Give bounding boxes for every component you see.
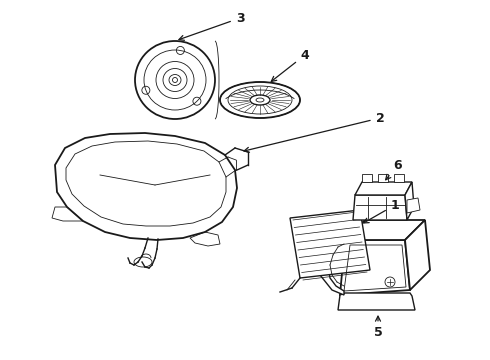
- Ellipse shape: [172, 77, 177, 82]
- Text: 6: 6: [386, 158, 402, 180]
- Ellipse shape: [135, 41, 215, 119]
- Polygon shape: [55, 133, 237, 240]
- Text: 4: 4: [271, 49, 309, 81]
- Polygon shape: [318, 236, 345, 295]
- Text: 3: 3: [179, 12, 245, 40]
- Polygon shape: [362, 174, 372, 182]
- Polygon shape: [355, 182, 412, 195]
- Polygon shape: [290, 210, 370, 278]
- Polygon shape: [378, 174, 388, 182]
- Text: 1: 1: [364, 198, 399, 223]
- Ellipse shape: [256, 98, 264, 102]
- Polygon shape: [394, 174, 404, 182]
- Polygon shape: [338, 293, 415, 310]
- Polygon shape: [405, 182, 414, 220]
- Polygon shape: [66, 141, 226, 226]
- Polygon shape: [345, 220, 425, 240]
- Polygon shape: [340, 240, 410, 295]
- Polygon shape: [407, 198, 420, 213]
- Polygon shape: [353, 195, 407, 220]
- Text: 5: 5: [373, 316, 382, 339]
- Polygon shape: [405, 220, 430, 290]
- Text: 2: 2: [244, 112, 384, 152]
- Ellipse shape: [220, 82, 300, 118]
